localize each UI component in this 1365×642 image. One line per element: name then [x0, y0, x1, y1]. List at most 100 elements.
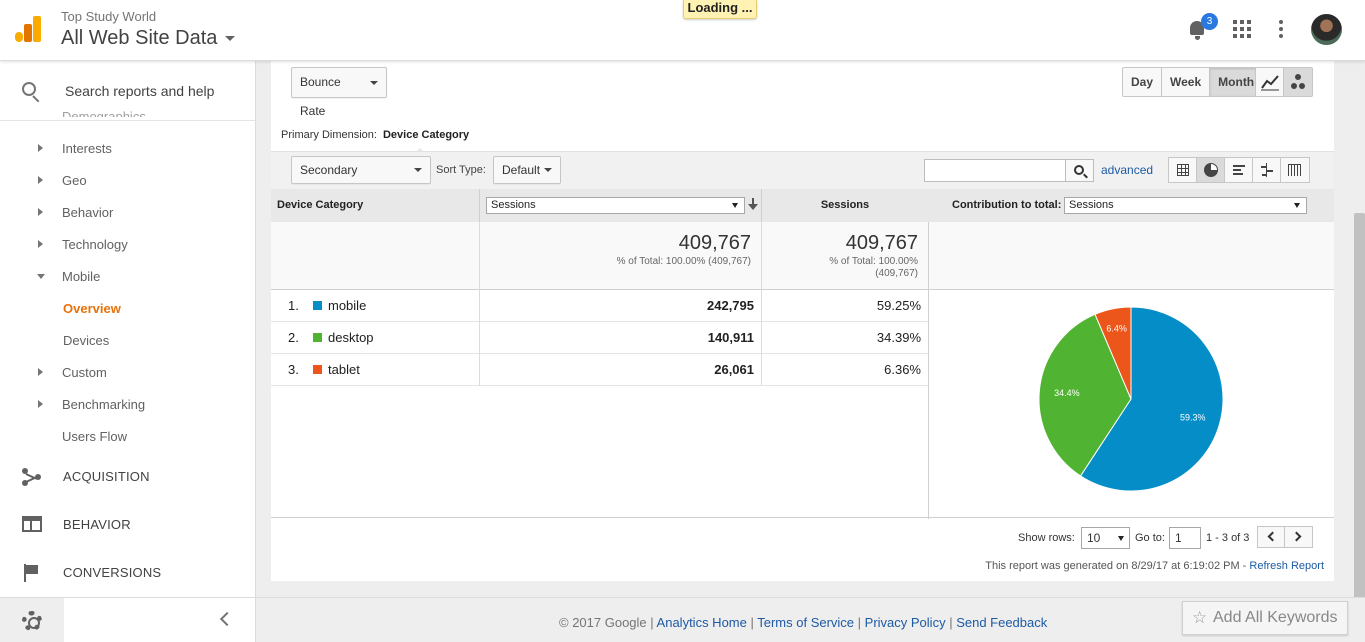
sidebar-section-conversions[interactable]: CONVERSIONS: [0, 553, 255, 593]
column-header-label: Sessions: [820, 199, 870, 211]
contribution-header: Contribution to total: Sessions: [928, 189, 1334, 222]
table-search-button[interactable]: [1065, 159, 1094, 182]
percentage-view-button[interactable]: [1197, 158, 1225, 182]
sidebar-section-acquisition[interactable]: ACQUISITION: [0, 457, 255, 497]
footer-separator: |: [854, 615, 865, 630]
sidebar-search[interactable]: Search reports and help: [0, 61, 255, 121]
table-filter-input[interactable]: [924, 159, 1094, 182]
sidebar-section-behavior[interactable]: BEHAVIOR: [0, 505, 255, 545]
notifications-bell-icon[interactable]: [1186, 18, 1210, 42]
dimension-value-link[interactable]: mobile: [328, 298, 367, 313]
timescale-month-button[interactable]: Month: [1210, 68, 1263, 96]
comparison-view-button[interactable]: [1253, 158, 1281, 182]
footer-link-analytics-home[interactable]: Analytics Home: [656, 615, 747, 630]
metric-select[interactable]: Bounce Rate: [291, 67, 387, 118]
footer-link-privacy[interactable]: Privacy Policy: [864, 615, 946, 630]
pivot-view-button[interactable]: [1281, 158, 1309, 182]
performance-view-button[interactable]: [1225, 158, 1253, 182]
sidebar-item-technology[interactable]: Technology: [0, 229, 255, 261]
metric-cell: 242,795: [480, 290, 762, 322]
sidebar-item-label: Custom: [62, 365, 107, 380]
sessions-value: 242,795: [707, 298, 754, 313]
dimension-value-link[interactable]: desktop: [328, 330, 374, 345]
series-color-swatch: [313, 365, 322, 374]
account-name: Top Study World: [61, 9, 157, 24]
comparison-icon: [1266, 163, 1267, 177]
view-selector[interactable]: All Web Site Data: [61, 27, 236, 50]
sidebar-item-label: Interests: [62, 141, 112, 156]
series-color-swatch: [313, 333, 322, 342]
sort-type-select[interactable]: Default: [493, 156, 561, 184]
timescale-week-button[interactable]: Week: [1162, 68, 1211, 96]
sort-type-label: Sort Type:: [436, 164, 486, 176]
apps-grid-icon[interactable]: [1233, 20, 1251, 38]
table-view-button[interactable]: [1169, 158, 1197, 182]
show-rows-select[interactable]: 10: [1081, 527, 1130, 549]
dropdown-arrow-icon: [370, 81, 378, 85]
copyright: © 2017 Google: [559, 615, 647, 630]
pie-slice-tablet[interactable]: [1094, 306, 1132, 400]
column-header-dimension[interactable]: Device Category: [271, 189, 480, 222]
advanced-filter-link[interactable]: advanced: [1101, 163, 1154, 177]
percent-cell: 6.36%: [762, 354, 929, 386]
caret-down-icon: [225, 36, 236, 42]
column-header-sessions[interactable]: Sessions: [762, 189, 929, 222]
sidebar-item-label: Users Flow: [62, 429, 128, 444]
section-label: ACQUISITION: [63, 469, 150, 484]
admin-button[interactable]: [0, 598, 64, 642]
sidebar-item-mobile[interactable]: Mobile: [0, 261, 255, 293]
show-rows-label: Show rows:: [1018, 532, 1075, 544]
next-page-button[interactable]: [1285, 527, 1312, 547]
percent-cell: 59.25%: [762, 290, 929, 322]
footer-link-terms[interactable]: Terms of Service: [757, 615, 855, 630]
total-value: 409,767: [845, 232, 918, 254]
search-icon: [1074, 165, 1084, 175]
sidebar-item-overview[interactable]: Overview: [0, 293, 255, 325]
row-number: 1.: [288, 298, 299, 313]
sidebar-item-users-flow[interactable]: Users Flow: [0, 421, 255, 453]
secondary-dimension-select[interactable]: Secondary dimension: [291, 156, 431, 203]
motion-chart-button[interactable]: [1284, 68, 1312, 96]
previous-page-button[interactable]: [1258, 527, 1285, 547]
pie-totals-spacer: [929, 222, 1334, 290]
pie-slice-mobile[interactable]: [1079, 306, 1224, 492]
refresh-report-link[interactable]: Refresh Report: [1249, 560, 1324, 572]
total-percent: % of Total: 100.00% (409,767): [616, 256, 751, 267]
sidebar-item-benchmarking[interactable]: Benchmarking: [0, 389, 255, 421]
more-vert-icon[interactable]: [1279, 20, 1283, 38]
pie-slice-label: 59.3%: [1180, 412, 1206, 422]
analytics-logo-icon[interactable]: [15, 16, 41, 42]
sidebar-item-interests[interactable]: Interests: [0, 133, 255, 165]
sidebar-item-behavior[interactable]: Behavior: [0, 197, 255, 229]
pie-chart[interactable]: 59.3% 34.4% 6.4%: [929, 291, 1334, 519]
pie-slice-desktop[interactable]: [1038, 313, 1132, 477]
table-metric-select[interactable]: Sessions: [486, 197, 745, 214]
line-chart-button[interactable]: [1256, 68, 1284, 96]
contribution-metric-select[interactable]: Sessions: [1064, 197, 1307, 214]
table-row: 3. tablet 26,061 6.36%: [271, 354, 929, 386]
primary-dimension: Primary Dimension: Device Category: [281, 129, 469, 141]
sort-descending-icon[interactable]: [748, 198, 758, 212]
star-icon: ☆: [1192, 608, 1208, 627]
goto-input[interactable]: 1: [1169, 527, 1201, 549]
dimension-value-link[interactable]: tablet: [328, 362, 360, 377]
loading-indicator: Loading ...: [683, 0, 757, 19]
sidebar-item-devices[interactable]: Devices: [0, 325, 255, 357]
row-number: 3.: [288, 362, 299, 377]
page-scrollbar[interactable]: [1354, 213, 1365, 603]
primary-dimension-value[interactable]: Device Category: [382, 129, 470, 141]
pie-chart-area: 59.3% 34.4% 6.4%: [928, 222, 1334, 519]
sidebar-item-geo[interactable]: Geo: [0, 165, 255, 197]
sidebar-item-custom[interactable]: Custom: [0, 357, 255, 389]
search-input[interactable]: Search reports and help: [65, 83, 215, 99]
collapse-sidebar-chevron-icon[interactable]: [219, 611, 235, 627]
line-chart-icon: [1261, 75, 1279, 91]
timescale-day-button[interactable]: Day: [1123, 68, 1163, 96]
avatar[interactable]: [1311, 14, 1342, 45]
dropdown-arrow-icon: [1118, 536, 1124, 541]
sort-type-value: Default: [502, 163, 541, 177]
sidebar-item-label: Devices: [63, 333, 110, 348]
pager-nav: [1257, 526, 1313, 548]
add-all-keywords-button[interactable]: ☆ Add All Keywords: [1182, 601, 1348, 635]
footer-link-feedback[interactable]: Send Feedback: [956, 615, 1048, 630]
